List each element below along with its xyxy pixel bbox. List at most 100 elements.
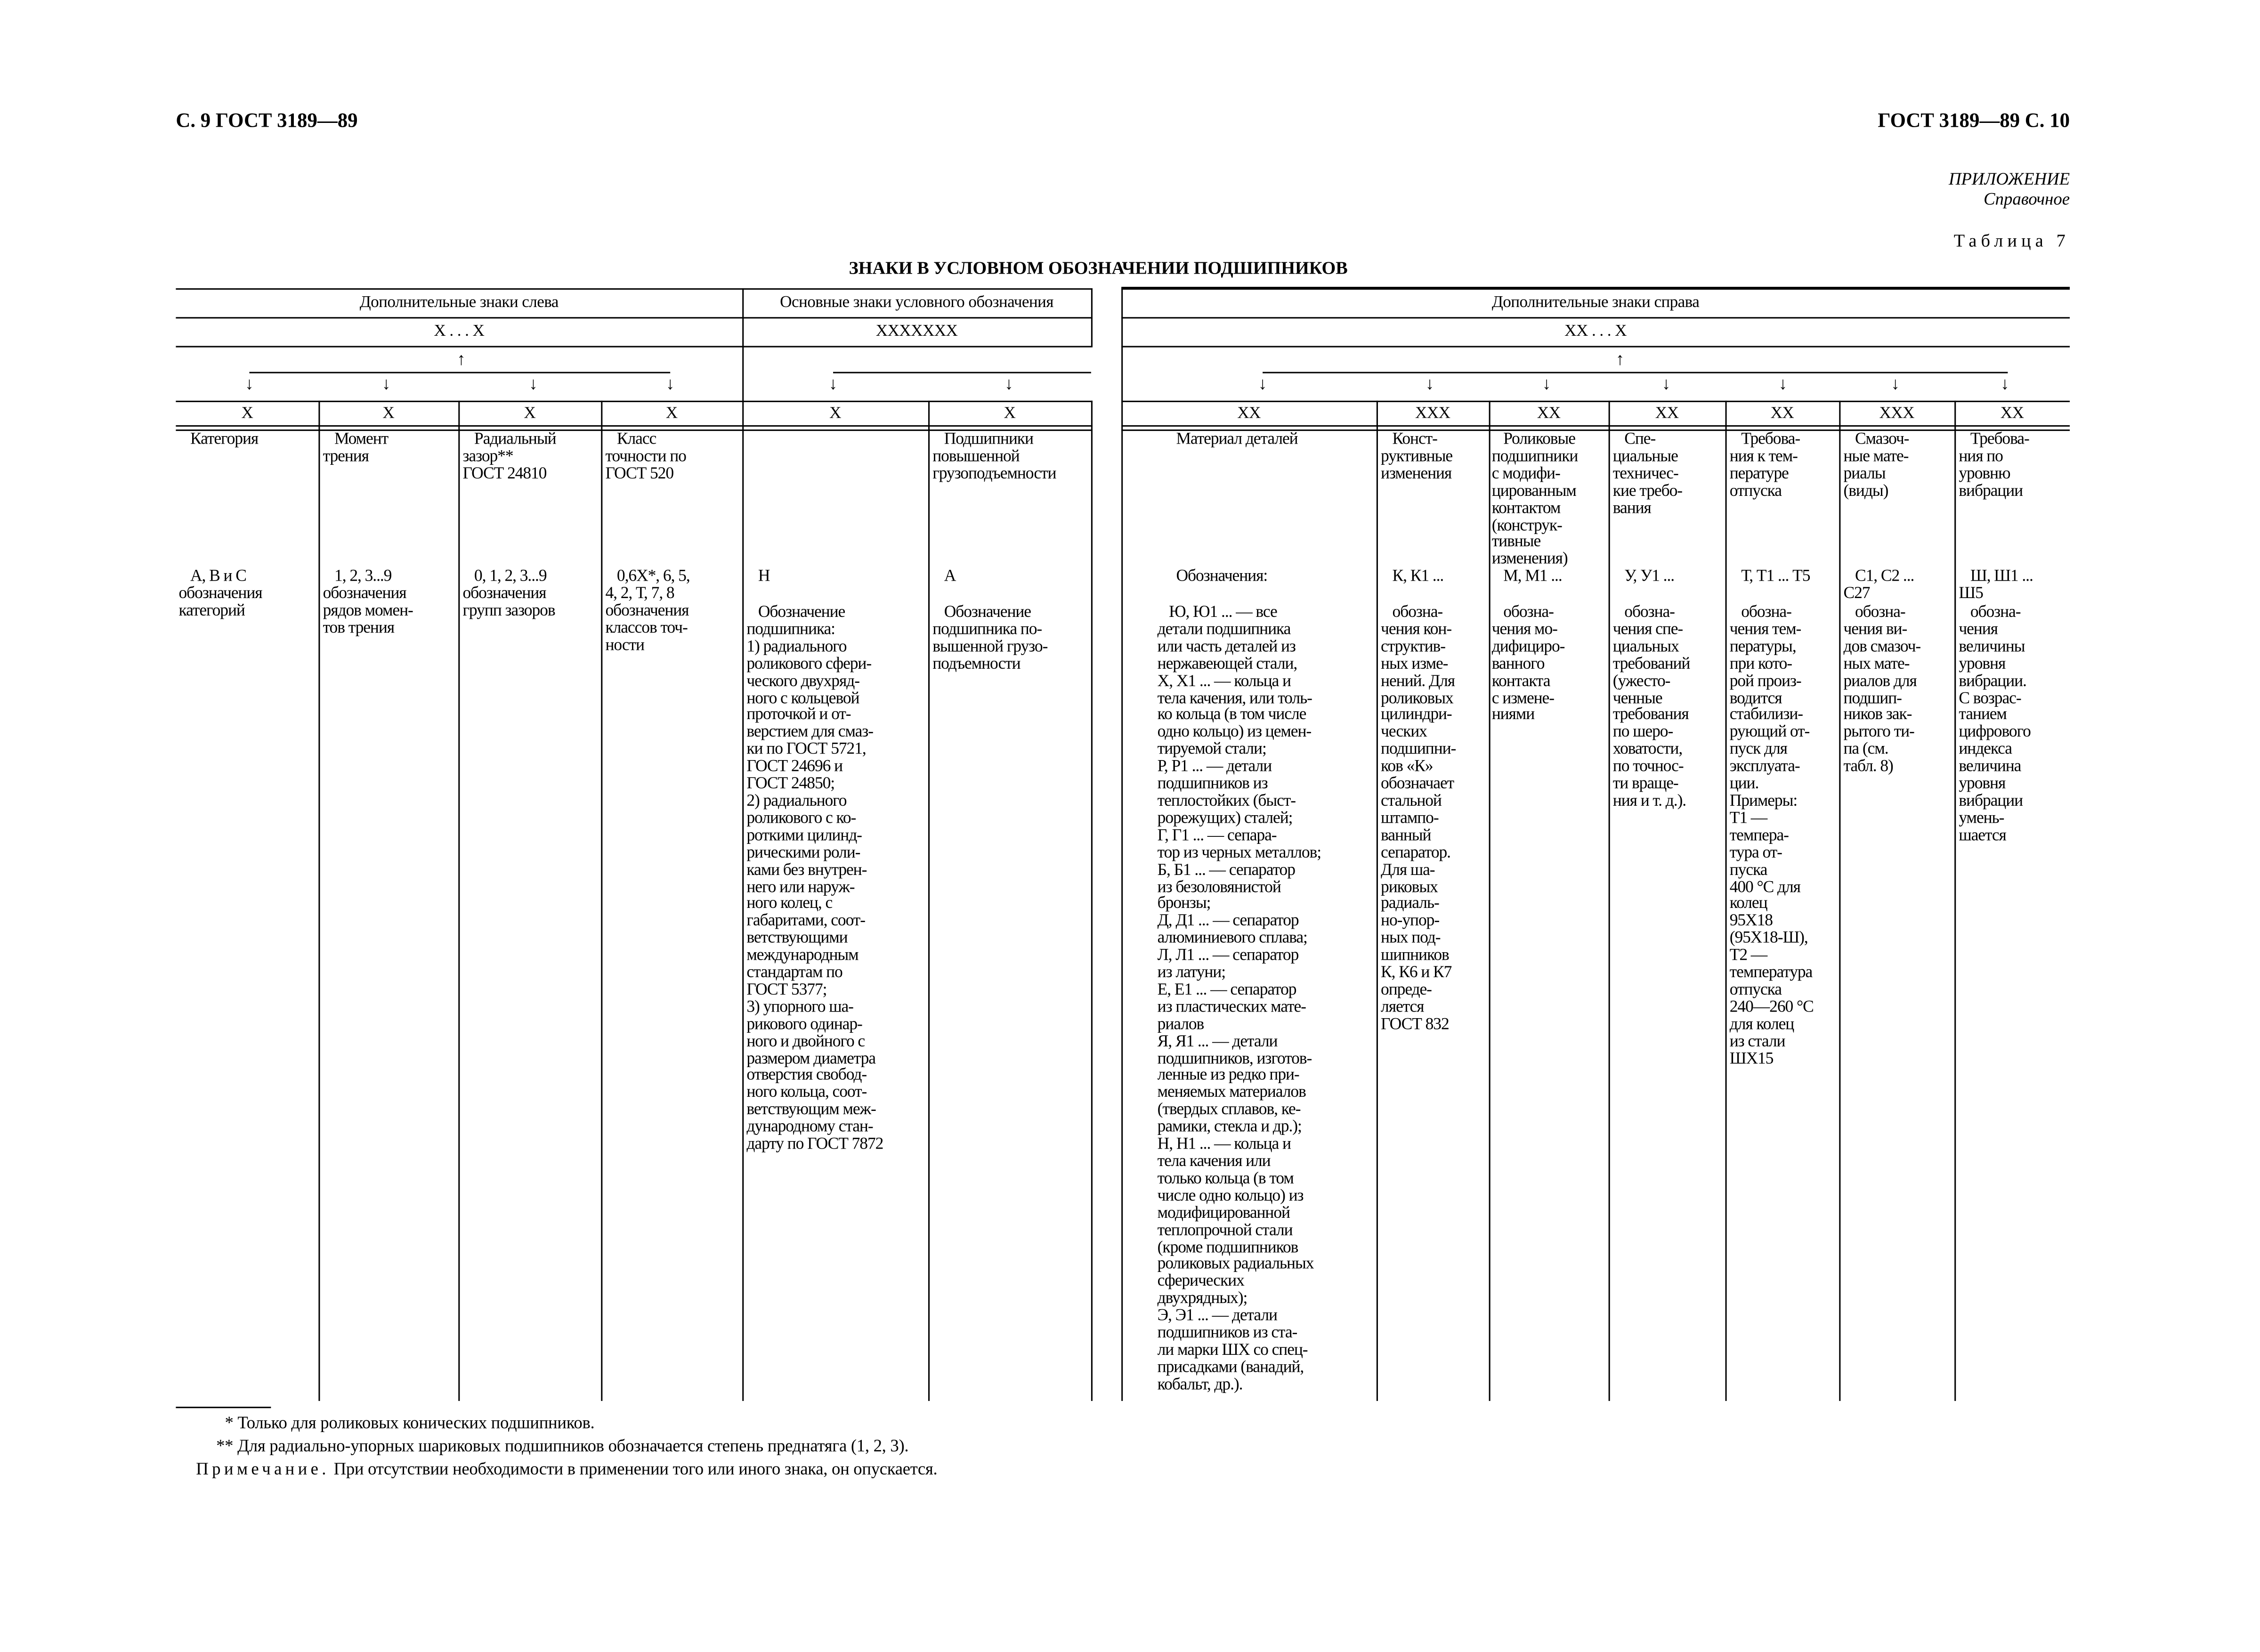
column-value: А, В и С обозначения категорий [178,566,263,620]
table-number: Таблица 7 [1953,230,2070,251]
column-description: Обозначение подшипника: 1) радиального р… [746,602,883,1153]
rule [1121,425,2070,427]
rule [928,400,930,1401]
column-mark: X [665,405,678,422]
group-main-pattern: XXXXXXX [875,323,958,340]
rule [1121,288,1123,1401]
column-label: Конст- руктивные изменения [1381,429,1453,483]
column-value: Ш, Ш1 ... Ш5 [1959,566,2033,603]
column-value: 1, 2, 3...9 обозначения рядов момен- тов… [323,566,413,637]
column-mark: XXX [1879,405,1914,422]
column-label: Подшипники повышенной грузоподъемности [932,429,1056,483]
rule [1121,287,2070,290]
column-label: Спе- циальные техничес- кие требо- вания [1612,429,1683,517]
note-text: При отсутствии необходимости в применени… [329,1458,938,1479]
column-mark: X [241,405,253,422]
rule [176,400,1093,402]
rule [1839,400,1841,1401]
down-arrow-icon: ↓ [1661,373,1671,394]
column-mark: X [829,405,842,422]
column-description: обозна- чения ви- дов смазоч- ных мате- … [1843,602,1921,776]
column-mark: XX [2000,405,2024,422]
column-label: Требова- ния к тем- пературе отпуска [1729,429,1800,500]
column-label: Момент трения [323,429,389,466]
bracket-bar [833,372,1091,373]
up-arrow-icon: ↑ [457,348,466,369]
bracket-bar [249,372,671,373]
rule [601,400,603,1401]
column-value: К, К1 ... [1392,566,1444,585]
appendix-label: ПРИЛОЖЕНИЕ [1948,169,2070,189]
rule [1608,400,1610,1401]
column-description: обозна- чения кон- структив- ных изме- н… [1381,602,1456,1033]
column-value: Н [758,566,770,585]
up-arrow-icon: ↑ [1615,348,1625,369]
column-value: М, М1 ... [1503,566,1563,585]
rule [1725,400,1727,1401]
column-value: С1, С2 ... С27 [1843,566,1915,603]
page-header-left: С. 9 ГОСТ 3189—89 [176,111,358,133]
bracket-bar [1263,372,2008,373]
footnote-2: ** Для радиально-упорных шариковых подши… [216,1435,909,1456]
rule [1121,400,2070,402]
column-mark: X [524,405,536,422]
note: Примечание. При отсутствии необходимости… [196,1458,937,1480]
down-arrow-icon: ↓ [382,373,391,394]
column-mark: XX [1770,405,1794,422]
column-mark: XX [1237,405,1261,422]
down-arrow-icon: ↓ [1778,373,1788,394]
note-label: Примечание. [196,1458,330,1479]
rule [1091,288,1093,346]
column-label: Материал деталей [1176,429,1298,448]
column-description: Обозначение подшипника по- вышенной груз… [932,602,1048,673]
page-header-right: ГОСТ 3189—89 С. 10 [1878,111,2070,133]
column-label: Класс точности по ГОСТ 520 [605,429,686,483]
rule [1954,400,1956,1401]
column-label: Смазоч- ные мате- риалы (виды) [1843,429,1910,500]
appendix-type: Справочное [1984,188,2070,209]
column-label: Требова- ния по уровню вибрации [1959,429,2029,500]
rule [1376,400,1378,1401]
rule [318,400,320,1401]
group-main-label: Основные знаки условного обозначения [780,294,1053,312]
rule [176,425,1093,427]
rule [1121,317,2070,319]
footnote-rule [176,1407,271,1409]
column-description: обозна- чения величины уровня вибрации. … [1959,602,2031,844]
down-arrow-icon: ↓ [665,373,675,394]
column-mark: X [1004,405,1016,422]
column-value: А [944,566,956,585]
rule [1121,429,2070,431]
column-value: Обозначения: [1176,566,1268,585]
footnote-1: * Только для роликовых конических подшип… [225,1412,595,1433]
rule [458,400,460,1401]
rule [1091,400,1093,1401]
column-description: обозна- чения спе- циальных требований (… [1612,602,1691,810]
rule [176,429,1093,431]
down-arrow-icon: ↓ [1258,373,1267,394]
down-arrow-icon: ↓ [245,373,254,394]
column-value: Т, Т1 ... Т5 [1741,566,1810,585]
group-left-label: Дополнительные знаки слева [359,294,559,312]
down-arrow-icon: ↓ [1891,373,1900,394]
rule [1489,400,1490,1401]
down-arrow-icon: ↓ [1425,373,1434,394]
column-label: Радиальный зазор** ГОСТ 24810 [462,429,556,483]
rule [742,288,744,1401]
down-arrow-icon: ↓ [828,373,838,394]
column-mark: XX [1655,405,1679,422]
column-label: Роликовые подшипники с модифи- цированны… [1491,429,1579,568]
table-title: ЗНАКИ В УСЛОВНОМ ОБОЗНАЧЕНИИ ПОДШИПНИКОВ [849,258,1348,278]
down-arrow-icon: ↓ [1542,373,1551,394]
column-value: У, У1 ... [1624,566,1675,585]
rule [1121,346,2070,348]
group-right-label: Дополнительные знаки справа [1491,294,1700,312]
column-mark: XXX [1415,405,1450,422]
down-arrow-icon: ↓ [529,373,538,394]
down-arrow-icon: ↓ [2001,373,2009,394]
column-label: Категория [190,429,259,448]
down-arrow-icon: ↓ [1004,373,1013,394]
group-right-pattern: XX . . . X [1564,323,1627,340]
column-mark: XX [1537,405,1561,422]
